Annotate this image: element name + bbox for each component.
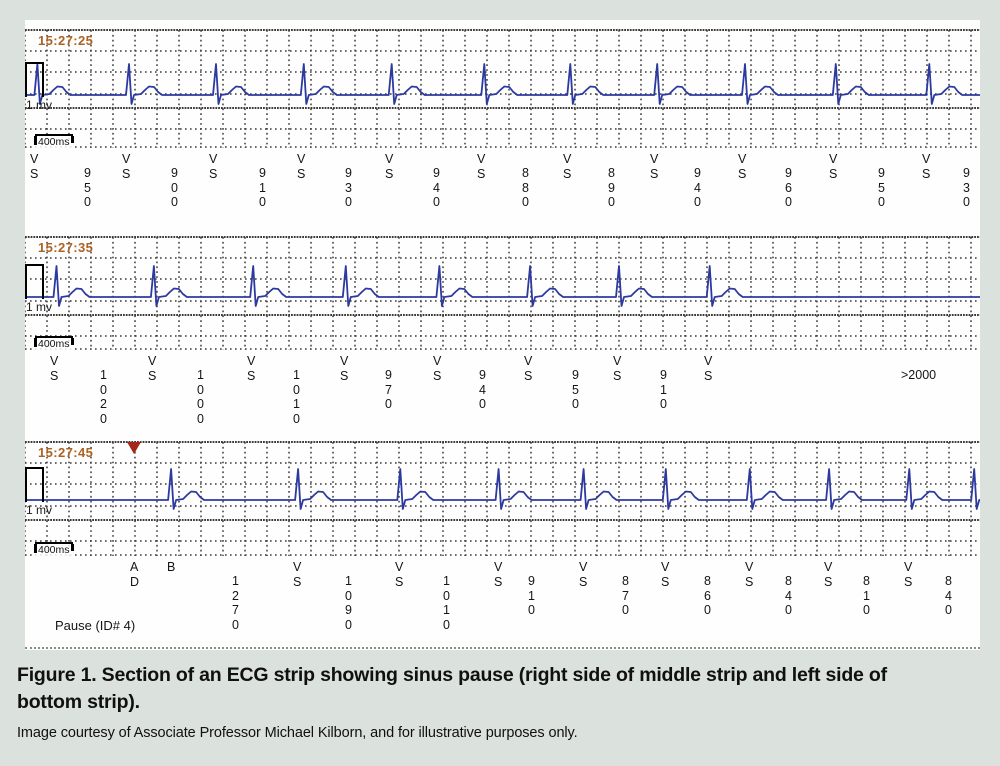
event-point-label: B xyxy=(167,560,176,574)
calibration-label: 1 mv xyxy=(26,503,53,517)
figure-caption: Figure 1. Section of an ECG strip showin… xyxy=(17,662,983,741)
beat-annotations-middle: V S V S V S V S V S V S V S V S 1 0 2 0 1 0 0 0 1 … xyxy=(25,352,980,438)
rr-interval-label: 8 9 0 xyxy=(608,166,615,209)
rr-interval-label: 9 4 0 xyxy=(694,166,701,209)
timestamp-label: 15:27:35 xyxy=(38,240,94,255)
beat-marker-label: V S xyxy=(738,152,747,181)
beat-marker-label: V S xyxy=(524,354,533,383)
calibration-pulse-icon xyxy=(25,467,44,502)
rr-interval-label: 8 1 0 xyxy=(863,574,870,617)
beat-marker-label: V S xyxy=(704,354,713,383)
ecg-grid-and-trace xyxy=(25,29,980,148)
rr-interval-label: 9 5 0 xyxy=(572,368,579,411)
rr-interval-label: 1 2 7 0 xyxy=(232,574,239,632)
calibration-pulse-icon xyxy=(25,264,44,299)
rr-interval-label: 8 6 0 xyxy=(704,574,711,617)
time-scale-bracket: 400ms xyxy=(34,134,74,148)
beat-marker-label: V S xyxy=(579,560,588,589)
beat-marker-label: V S xyxy=(50,354,59,383)
event-point-label: A D xyxy=(130,560,140,589)
beat-marker-label: V S xyxy=(433,354,442,383)
beat-marker-label: V S xyxy=(148,354,157,383)
ecg-grid-and-trace xyxy=(25,236,980,350)
ecg-grid-region-bottom: 15:27:45 1 mv 400ms xyxy=(25,440,980,558)
beat-marker-label: V S xyxy=(395,560,404,589)
beat-annotations-top: V S V S V S V S V S V S V S V S V S V S V S 9 5 0 9 … xyxy=(25,150,980,232)
beat-marker-label: V S xyxy=(209,152,218,181)
ecg-trace xyxy=(25,63,980,105)
rr-interval-label: 9 5 0 xyxy=(84,166,91,209)
timestamp-label: 15:27:45 xyxy=(38,445,94,460)
rr-interval-label: 9 0 0 xyxy=(171,166,178,209)
time-scale-bracket: 400ms xyxy=(34,336,74,350)
rr-interval-label: 9 3 0 xyxy=(963,166,970,209)
beat-marker-label: V S xyxy=(122,152,131,181)
ecg-grid-region-top: 15:27:25 1 mv 400ms xyxy=(25,28,980,150)
calibration-label: 1 mv xyxy=(26,98,53,112)
beat-marker-label: V S xyxy=(297,152,306,181)
rr-interval-label: 1 0 9 0 xyxy=(345,574,352,632)
beat-marker-label: V S xyxy=(829,152,838,181)
caption-title: Figure 1. Section of an ECG strip showin… xyxy=(17,664,887,713)
rr-interval-label: 9 1 0 xyxy=(259,166,266,209)
rr-interval-label: 1 0 2 0 xyxy=(100,368,107,426)
rr-interval-label: 8 4 0 xyxy=(945,574,952,617)
ecg-grid-region-middle: 15:27:35 1 mv 400ms xyxy=(25,235,980,352)
time-scale-text: 400ms xyxy=(38,136,70,148)
rr-interval-label: 9 4 0 xyxy=(433,166,440,209)
ecg-trace xyxy=(25,468,980,510)
beat-marker-label: V S xyxy=(563,152,572,181)
caption-credit: Image courtesy of Associate Professor Mi… xyxy=(17,725,578,741)
beat-marker-label: V S xyxy=(30,152,39,181)
ecg-grid-and-trace xyxy=(25,441,980,556)
beat-marker-label: V S xyxy=(613,354,622,383)
beat-marker-label: V S xyxy=(340,354,349,383)
beat-marker-label: V S xyxy=(293,560,302,589)
rr-interval-label: 9 4 0 xyxy=(479,368,486,411)
ecg-trace xyxy=(25,265,980,307)
beat-marker-label: V S xyxy=(922,152,931,181)
beat-marker-label: V S xyxy=(824,560,833,589)
rr-interval-label: 9 1 0 xyxy=(660,368,667,411)
beat-marker-label: V S xyxy=(494,560,503,589)
beat-marker-label: V S xyxy=(745,560,754,589)
rr-interval-label: 9 7 0 xyxy=(385,368,392,411)
pause-id-label: Pause (ID# 4) xyxy=(55,618,136,633)
rr-interval-label: 9 6 0 xyxy=(785,166,792,209)
beat-marker-label: V S xyxy=(904,560,913,589)
time-scale-text: 400ms xyxy=(38,338,70,350)
panel-bottom-dotted-line xyxy=(25,647,980,649)
time-scale-bracket: 400ms xyxy=(34,542,74,556)
rr-interval-label: 9 3 0 xyxy=(345,166,352,209)
beat-annotations-bottom: V S V S V S V S V S V S V S V S A D B 1 2 7 0 1 0 9… xyxy=(25,558,980,648)
rr-interval-label: 1 0 0 0 xyxy=(197,368,204,426)
rr-interval-label: 1 0 1 0 xyxy=(443,574,450,632)
timestamp-label: 15:27:25 xyxy=(38,33,94,48)
rr-interval-label: 8 7 0 xyxy=(622,574,629,617)
pause-interval-label: >2000 xyxy=(901,368,937,382)
rr-interval-label: 8 4 0 xyxy=(785,574,792,617)
beat-marker-label: V S xyxy=(661,560,670,589)
rr-interval-label: 8 8 0 xyxy=(522,166,529,209)
rr-interval-label: 1 0 1 0 xyxy=(293,368,300,426)
beat-marker-label: V S xyxy=(477,152,486,181)
calibration-pulse-icon xyxy=(25,62,44,97)
pause-event-triangle-icon xyxy=(127,442,141,454)
calibration-label: 1 mv xyxy=(26,300,53,314)
time-scale-text: 400ms xyxy=(38,544,70,556)
rr-interval-label: 9 1 0 xyxy=(528,574,535,617)
beat-marker-label: V S xyxy=(385,152,394,181)
beat-marker-label: V S xyxy=(650,152,659,181)
rr-interval-label: 9 5 0 xyxy=(878,166,885,209)
beat-marker-label: V S xyxy=(247,354,256,383)
